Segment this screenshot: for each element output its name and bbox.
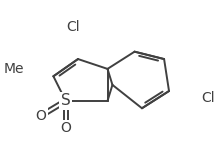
Text: Cl: Cl [201,91,215,105]
Text: Cl: Cl [66,20,80,34]
Text: O: O [36,109,46,123]
Text: O: O [60,121,71,135]
Text: S: S [61,93,71,108]
Text: Me: Me [3,62,24,76]
